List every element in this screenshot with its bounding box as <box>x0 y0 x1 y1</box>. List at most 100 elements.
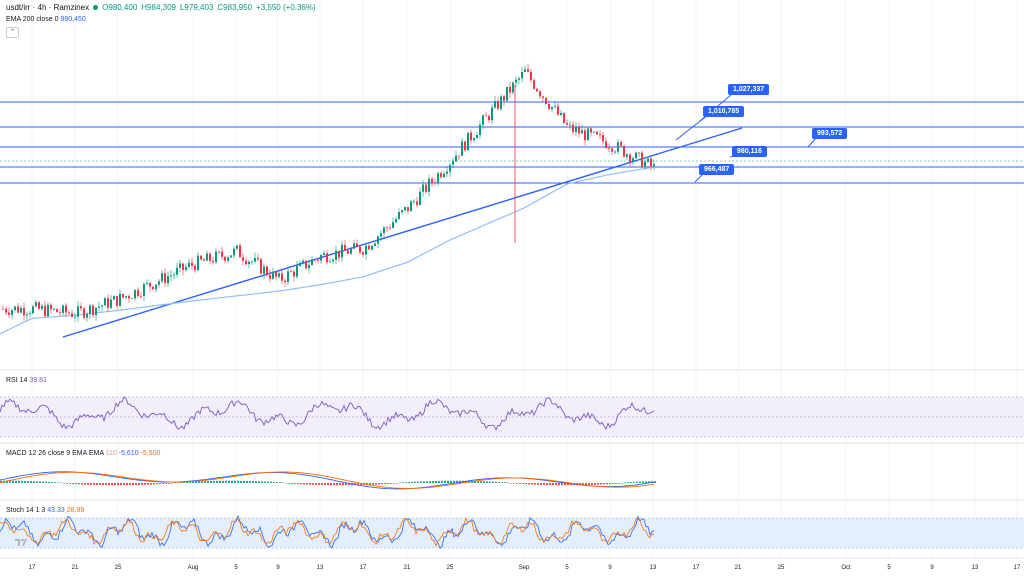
candle-body <box>545 97 547 105</box>
candle-body <box>176 267 178 275</box>
macd-bar <box>9 480 11 483</box>
macd-bar <box>306 483 308 485</box>
tradingview-logo-icon[interactable] <box>14 536 28 548</box>
candle-body <box>377 236 379 244</box>
candle-body <box>536 88 538 92</box>
macd-bar <box>423 481 425 483</box>
macd-bar <box>495 481 497 483</box>
macd-bar <box>6 480 8 483</box>
macd-bar <box>51 482 53 483</box>
candle-body <box>20 307 22 313</box>
macd-bar <box>537 483 539 485</box>
candle-body <box>461 141 463 156</box>
macd-bar <box>648 481 650 483</box>
macd-bar <box>447 480 449 483</box>
macd-bar <box>186 481 188 483</box>
macd-bar <box>99 483 101 486</box>
candle-body <box>113 296 115 300</box>
price-label-1027337[interactable]: 1,027,337 <box>728 84 770 95</box>
candle-body <box>275 271 277 277</box>
ema-label: EMA 200 close 0 <box>6 16 59 23</box>
candle-body <box>443 173 445 178</box>
price-label-993572[interactable]: 993,572 <box>812 128 848 139</box>
candle-body <box>581 130 583 134</box>
ema-legend[interactable]: EMA 200 close 0 980,450 <box>6 16 86 23</box>
candle-body <box>524 69 526 72</box>
candle-body <box>311 259 313 266</box>
x-tick: 21 <box>403 565 411 571</box>
candle-body <box>386 227 388 229</box>
close-value: C983,950 <box>217 3 253 12</box>
symbol-title[interactable]: usdt/irr · 4h · Ramzinex <box>6 3 90 12</box>
candle-body <box>596 131 598 135</box>
candle-body <box>128 296 130 299</box>
macd-bar <box>375 483 377 485</box>
horizontal-levels <box>0 101 1024 184</box>
macd-bar <box>321 483 323 486</box>
symbol-legend[interactable]: usdt/irr · 4h · Ramzinex O980,400 H984,3… <box>6 3 316 12</box>
candle-body <box>416 201 418 205</box>
candlesticks <box>2 63 655 322</box>
macd-bar <box>258 481 260 483</box>
candle-body <box>530 71 532 81</box>
macd-hist-value: 110 <box>105 450 117 457</box>
macd-bar <box>33 481 35 483</box>
candle-body <box>425 184 427 192</box>
price-label-1010785[interactable]: 1,010,785 <box>703 106 745 117</box>
macd-bar <box>168 483 170 484</box>
macd-bar <box>531 483 533 485</box>
macd-bar <box>15 480 17 483</box>
candle-body <box>230 255 232 258</box>
candle-body <box>341 244 343 258</box>
candle-body <box>245 260 247 265</box>
candle-body <box>521 71 523 79</box>
candle-body <box>566 123 568 125</box>
candle-body <box>266 266 268 275</box>
macd-bar <box>66 483 68 484</box>
candle-body <box>551 107 553 110</box>
macd-bar <box>12 480 14 483</box>
macd-bar <box>552 483 554 486</box>
stoch-band <box>0 518 1024 548</box>
candle-body <box>482 115 484 125</box>
macd-bar <box>237 480 239 483</box>
candle-body <box>644 161 646 168</box>
candle-body <box>575 127 577 132</box>
candle-body <box>53 308 55 310</box>
macd-bar <box>294 483 296 484</box>
candle-body <box>458 155 460 157</box>
candle-body <box>137 289 139 296</box>
macd-bar <box>96 483 98 486</box>
macd-bar <box>300 483 302 485</box>
macd-bar <box>426 481 428 483</box>
candle-body <box>32 306 34 314</box>
price-label-966487[interactable]: 966,487 <box>699 164 735 175</box>
candle-body <box>635 152 637 159</box>
stoch-k-value: 43.33 <box>47 507 65 514</box>
candle-body <box>104 298 106 306</box>
macd-bar <box>177 482 179 483</box>
collapse-legend-button[interactable]: ⌃ <box>6 27 19 38</box>
macd-value: -5,610 <box>118 450 139 457</box>
x-tick: 21 <box>71 565 79 571</box>
macd-bar <box>429 481 431 483</box>
macd-bar <box>315 483 317 485</box>
macd-legend[interactable]: MACD 12 26 close 9 EMA EMA 110 -5,610 -5… <box>6 450 160 457</box>
candle-body <box>251 261 253 263</box>
macd-bar <box>84 483 86 485</box>
macd-bar <box>564 483 566 486</box>
candle-body <box>422 184 424 192</box>
stoch-d-value: 28.99 <box>66 507 85 514</box>
stoch-label: Stoch 14 1 3 <box>6 507 46 514</box>
price-label-980116[interactable]: 980,116 <box>732 146 767 157</box>
rsi-panel <box>0 396 1024 438</box>
label-connectors <box>675 93 819 183</box>
candle-body <box>503 96 505 101</box>
rsi-legend[interactable]: RSI 14 39.81 <box>6 377 47 384</box>
macd-bar <box>522 483 524 485</box>
macd-bar <box>612 483 614 484</box>
stoch-legend[interactable]: Stoch 14 1 3 43.33 28.99 <box>6 507 84 514</box>
x-tick: 21 <box>734 565 742 571</box>
macd-bar <box>183 481 185 483</box>
